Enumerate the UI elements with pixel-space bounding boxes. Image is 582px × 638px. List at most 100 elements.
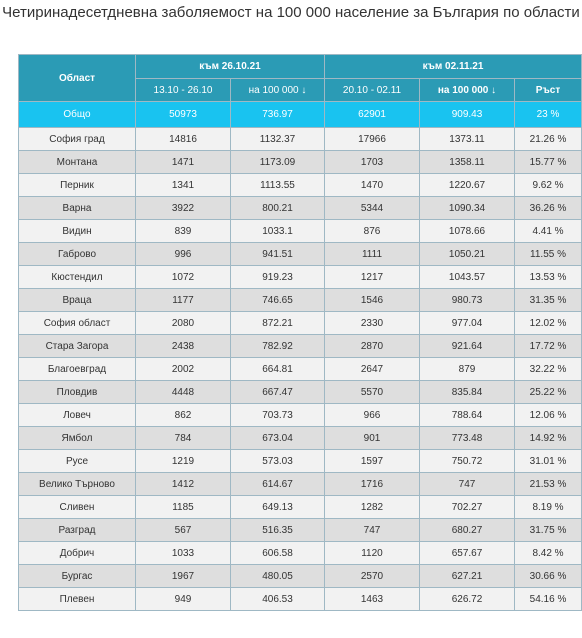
- growth: 36.26 %: [513, 196, 582, 220]
- rate-period-1: 649.13: [230, 495, 325, 519]
- table-row: Перник 1341 1113.55 1470 1220.67 9.62 %: [18, 173, 582, 197]
- rate-period-1: 573.03: [230, 449, 325, 473]
- cases-period-1: 1471: [135, 150, 231, 174]
- region-name: Габрово: [18, 242, 136, 266]
- growth: 8.19 %: [513, 495, 582, 519]
- rate-period-1: 516.35: [230, 518, 325, 542]
- region-name: Разград: [18, 518, 136, 542]
- growth: 31.35 %: [513, 288, 582, 312]
- rate-period-2: 627.21: [419, 564, 515, 588]
- growth: 25.22 %: [513, 380, 582, 404]
- table-title: Четиринадесетдневна заболяемост на 100 0…: [2, 4, 580, 21]
- cases-period-2: 1546: [324, 288, 420, 312]
- header-region[interactable]: Област: [18, 54, 136, 102]
- table-row: Русе 1219 573.03 1597 750.72 31.01 %: [18, 449, 582, 473]
- header-rate-2-sortable[interactable]: на 100 000 ↓: [419, 78, 515, 102]
- cases-period-2: 966: [324, 403, 420, 427]
- cases-period-1: 1185: [135, 495, 231, 519]
- table-row: Стара Загора 2438 782.92 2870 921.64 17.72 %: [18, 334, 582, 358]
- cases-period-1: 14816: [135, 127, 231, 151]
- header-rate-1-sortable[interactable]: на 100 000 ↓: [230, 78, 325, 102]
- region-name: Бургас: [18, 564, 136, 588]
- region-name: Враца: [18, 288, 136, 312]
- growth: 21.26 %: [513, 127, 582, 151]
- header-period-2[interactable]: 20.10 - 02.11: [324, 78, 420, 102]
- cases-period-2: 5570: [324, 380, 420, 404]
- total-row: Общо 50973 736.97 62901 909.43 23 %: [18, 101, 582, 128]
- table-row: Добрич 1033 606.58 1120 657.67 8.42 %: [18, 541, 582, 565]
- growth: 12.06 %: [513, 403, 582, 427]
- incidence-table: Област към 26.10.21 към 02.11.21 13.10 -…: [18, 54, 582, 611]
- rate-period-2: 1050.21: [419, 242, 515, 266]
- growth: 9.62 %: [513, 173, 582, 197]
- cases-period-1: 1412: [135, 472, 231, 496]
- table-row: Враца 1177 746.65 1546 980.73 31.35 %: [18, 288, 582, 312]
- table-row: София област 2080 872.21 2330 977.04 12.02 %: [18, 311, 582, 335]
- region-name: Ловеч: [18, 403, 136, 427]
- cases-period-1: 567: [135, 518, 231, 542]
- rate-period-1: 406.53: [230, 587, 325, 611]
- cases-period-2: 2330: [324, 311, 420, 335]
- region-name: Добрич: [18, 541, 136, 565]
- rate-period-2: 1090.34: [419, 196, 515, 220]
- table-row: Сливен 1185 649.13 1282 702.27 8.19 %: [18, 495, 582, 519]
- growth: 21.53 %: [513, 472, 582, 496]
- rate-period-1: 703.73: [230, 403, 325, 427]
- table-row: Ловеч 862 703.73 966 788.64 12.06 %: [18, 403, 582, 427]
- header-group-26-10: към 26.10.21: [135, 54, 325, 79]
- rate-period-1: 782.92: [230, 334, 325, 358]
- rate-period-1: 746.65: [230, 288, 325, 312]
- region-name: Пловдив: [18, 380, 136, 404]
- cases-period-1: 1072: [135, 265, 231, 289]
- cases-period-1: 2080: [135, 311, 231, 335]
- total-rate-1: 736.97: [230, 101, 325, 128]
- rate-period-1: 667.47: [230, 380, 325, 404]
- cases-period-1: 3922: [135, 196, 231, 220]
- cases-period-1: 1341: [135, 173, 231, 197]
- rate-period-2: 626.72: [419, 587, 515, 611]
- region-name: Видин: [18, 219, 136, 243]
- cases-period-2: 1282: [324, 495, 420, 519]
- cases-period-2: 1703: [324, 150, 420, 174]
- rate-period-1: 1033.1: [230, 219, 325, 243]
- growth: 17.72 %: [513, 334, 582, 358]
- table-row: Кюстендил 1072 919.23 1217 1043.57 13.53 %: [18, 265, 582, 289]
- region-name: Велико Търново: [18, 472, 136, 496]
- cases-period-2: 5344: [324, 196, 420, 220]
- cases-period-1: 1033: [135, 541, 231, 565]
- cases-period-1: 4448: [135, 380, 231, 404]
- table-row: Велико Търново 1412 614.67 1716 747 21.53 %: [18, 472, 582, 496]
- rate-period-1: 1173.09: [230, 150, 325, 174]
- growth: 32.22 %: [513, 357, 582, 381]
- cases-period-1: 862: [135, 403, 231, 427]
- total-cases-1: 50973: [135, 101, 231, 128]
- growth: 31.75 %: [513, 518, 582, 542]
- header-period-1[interactable]: 13.10 - 26.10: [135, 78, 231, 102]
- incidence-table-container[interactable]: Област към 26.10.21 към 02.11.21 13.10 -…: [18, 54, 582, 638]
- rate-period-2: 921.64: [419, 334, 515, 358]
- table-row: София град 14816 1132.37 17966 1373.11 21.26 …: [18, 127, 582, 151]
- total-label: Общо: [18, 101, 136, 128]
- cases-period-2: 876: [324, 219, 420, 243]
- growth: 15.77 %: [513, 150, 582, 174]
- cases-period-1: 784: [135, 426, 231, 450]
- rate-period-2: 977.04: [419, 311, 515, 335]
- rate-period-2: 1078.66: [419, 219, 515, 243]
- growth: 8.42 %: [513, 541, 582, 565]
- header-growth[interactable]: Ръст: [513, 78, 582, 102]
- cases-period-1: 1177: [135, 288, 231, 312]
- rate-period-1: 673.04: [230, 426, 325, 450]
- table-row: Видин 839 1033.1 876 1078.66 4.41 %: [18, 219, 582, 243]
- rate-period-1: 919.23: [230, 265, 325, 289]
- region-name: Русе: [18, 449, 136, 473]
- total-cases-2: 62901: [324, 101, 420, 128]
- cases-period-2: 2570: [324, 564, 420, 588]
- rate-period-1: 1113.55: [230, 173, 325, 197]
- cases-period-2: 1470: [324, 173, 420, 197]
- table-row: Разград 567 516.35 747 680.27 31.75 %: [18, 518, 582, 542]
- growth: 13.53 %: [513, 265, 582, 289]
- table-row: Монтана 1471 1173.09 1703 1358.11 15.77 %: [18, 150, 582, 174]
- region-name: Перник: [18, 173, 136, 197]
- rate-period-2: 788.64: [419, 403, 515, 427]
- table-row: Габрово 996 941.51 1111 1050.21 11.55 %: [18, 242, 582, 266]
